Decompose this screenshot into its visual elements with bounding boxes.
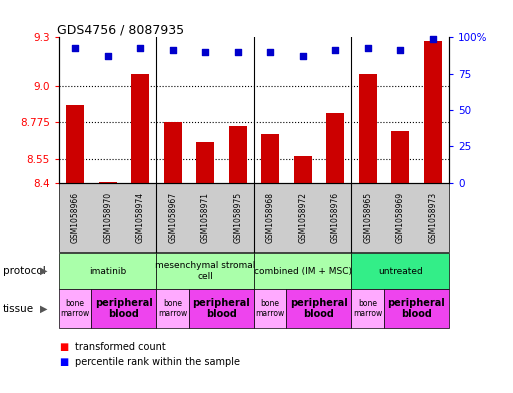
Text: bone
marrow: bone marrow — [61, 299, 90, 318]
Point — [71, 44, 80, 51]
Point — [266, 49, 274, 55]
Bar — [99, 182, 116, 183]
Point — [364, 44, 372, 51]
Point — [299, 53, 307, 59]
Text: ■: ■ — [59, 356, 68, 367]
Bar — [391, 131, 409, 183]
Bar — [66, 105, 84, 183]
Point — [428, 36, 437, 42]
Bar — [229, 126, 247, 183]
Text: GSM1058968: GSM1058968 — [266, 192, 274, 242]
Text: tissue: tissue — [3, 303, 34, 314]
Text: untreated: untreated — [378, 267, 423, 275]
Text: GSM1058971: GSM1058971 — [201, 192, 210, 242]
Text: ▶: ▶ — [40, 303, 47, 314]
Text: GSM1058973: GSM1058973 — [428, 191, 437, 243]
Text: peripheral
blood: peripheral blood — [290, 298, 348, 319]
Text: GSM1058970: GSM1058970 — [103, 191, 112, 243]
Text: bone
marrow: bone marrow — [255, 299, 285, 318]
Text: GSM1058974: GSM1058974 — [136, 191, 145, 243]
Text: GSM1058965: GSM1058965 — [363, 191, 372, 243]
Point — [396, 47, 404, 53]
Bar — [164, 122, 182, 183]
Bar — [131, 75, 149, 183]
Bar — [294, 156, 311, 183]
Bar — [359, 75, 377, 183]
Text: GSM1058967: GSM1058967 — [168, 191, 177, 243]
Point — [233, 49, 242, 55]
Text: GSM1058966: GSM1058966 — [71, 191, 80, 243]
Text: GSM1058972: GSM1058972 — [298, 192, 307, 242]
Text: mesenchymal stromal
cell: mesenchymal stromal cell — [155, 261, 255, 281]
Text: combined (IM + MSC): combined (IM + MSC) — [253, 267, 352, 275]
Text: peripheral
blood: peripheral blood — [95, 298, 153, 319]
Text: peripheral
blood: peripheral blood — [192, 298, 250, 319]
Text: GSM1058969: GSM1058969 — [396, 191, 405, 243]
Point — [136, 44, 144, 51]
Point — [331, 47, 339, 53]
Text: bone
marrow: bone marrow — [158, 299, 187, 318]
Text: GSM1058976: GSM1058976 — [331, 191, 340, 243]
Text: bone
marrow: bone marrow — [353, 299, 382, 318]
Bar — [326, 113, 344, 183]
Text: ■: ■ — [59, 342, 68, 352]
Text: imatinib: imatinib — [89, 267, 126, 275]
Text: peripheral
blood: peripheral blood — [387, 298, 445, 319]
Bar — [424, 40, 442, 183]
Text: GDS4756 / 8087935: GDS4756 / 8087935 — [57, 23, 184, 36]
Point — [169, 47, 177, 53]
Text: percentile rank within the sample: percentile rank within the sample — [75, 356, 241, 367]
Point — [104, 53, 112, 59]
Bar — [196, 141, 214, 183]
Text: ▶: ▶ — [40, 266, 47, 276]
Text: GSM1058975: GSM1058975 — [233, 191, 242, 243]
Text: transformed count: transformed count — [75, 342, 166, 352]
Point — [201, 49, 209, 55]
Text: protocol: protocol — [3, 266, 45, 276]
Bar — [261, 134, 279, 183]
